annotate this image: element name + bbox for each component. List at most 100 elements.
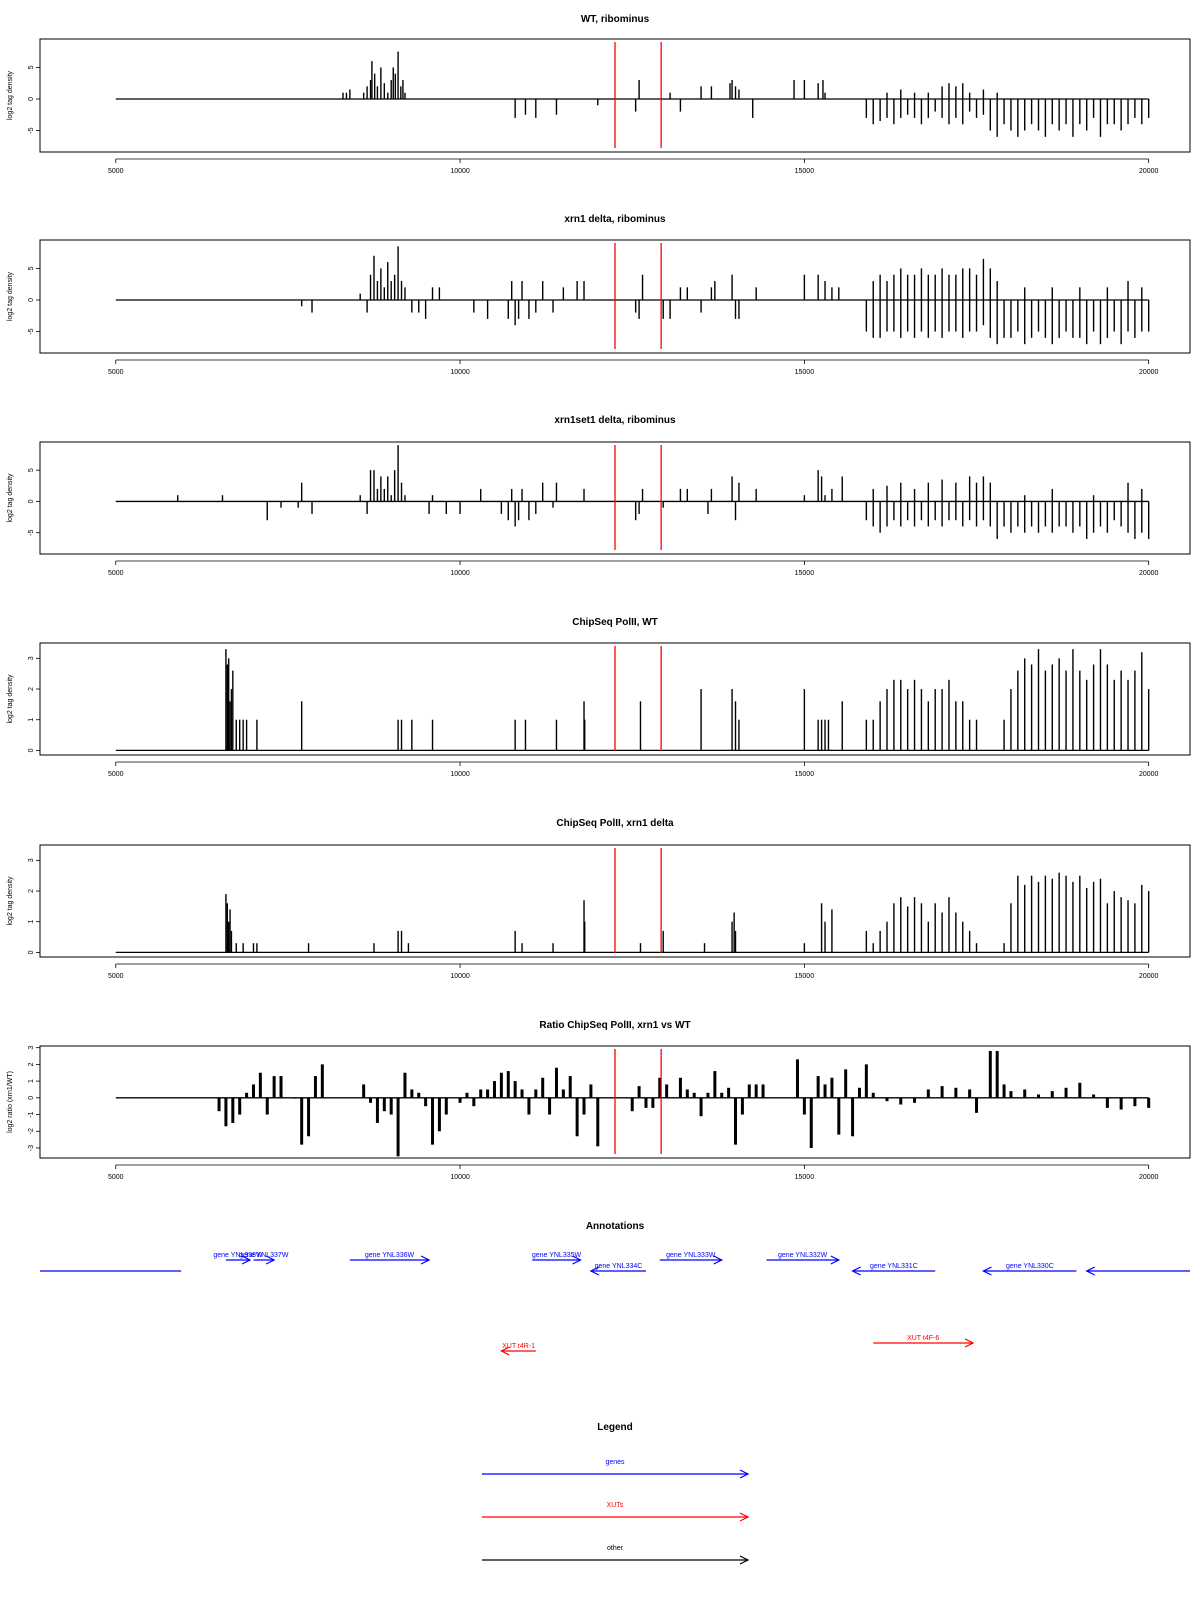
y-axis-label: log2 ratio (xrn1/WT) <box>7 1071 14 1133</box>
ratio-segment <box>293 1097 297 1099</box>
ratio-segment <box>465 1092 469 1098</box>
x-tick-label: 10000 <box>450 1174 470 1181</box>
ratio-segment <box>651 1097 655 1108</box>
panel-chipseq-xrn1: ChipSeq PolII, xrn1 delta log2 tag densit… <box>7 818 1191 980</box>
x-tick-label: 15000 <box>795 369 815 376</box>
ratio-segment <box>458 1097 462 1103</box>
panel-xrn1-ribominus: xrn1 delta, ribominus log2 tag density -5 0… <box>7 214 1191 376</box>
annotation-label: XUT t4F-6 <box>907 1335 939 1342</box>
ratio-segment <box>300 1097 304 1145</box>
panel-xrn1set1-ribominus: xrn1set1 delta, ribominus log2 tag densit… <box>7 415 1191 577</box>
ratio-segment <box>864 1064 868 1098</box>
x-tick-label: 5000 <box>108 570 124 577</box>
x-tick-label: 15000 <box>795 973 815 980</box>
y-tick-label: 5 <box>28 65 35 69</box>
ratio-segment <box>251 1084 255 1098</box>
arrow-head-left <box>851 1266 861 1276</box>
panel-title: ChipSeq PolII, xrn1 delta <box>556 818 674 829</box>
arrow-head-right <box>713 1255 724 1265</box>
panel-title: ChipSeq PolII, WT <box>572 617 658 628</box>
ratio-segment <box>734 1097 738 1145</box>
panel-title: WT, ribominus <box>581 14 650 25</box>
ratio-segment <box>444 1097 448 1115</box>
panel-wt-ribominus: WT, ribominus log2 tag density -5 0 5 5000 100… <box>7 14 1191 175</box>
x-tick-label: 15000 <box>795 771 815 778</box>
ratio-segment <box>837 1097 841 1135</box>
ratio-segment <box>513 1081 517 1098</box>
ratio-segment <box>823 1084 827 1098</box>
y-tick-label: -5 <box>28 530 35 536</box>
y-tick-label: 1 <box>28 920 35 924</box>
ratio-segment <box>534 1089 538 1098</box>
arrow-head-left <box>589 1266 600 1276</box>
legend-arrow-head <box>739 1512 750 1522</box>
ratio-segment <box>596 1097 600 1147</box>
ratio-segment <box>1119 1097 1123 1110</box>
ratio-segment <box>424 1097 428 1107</box>
arrow-head-right <box>265 1255 276 1265</box>
ratio-segment <box>954 1087 958 1098</box>
y-tick-label: 5 <box>28 266 35 270</box>
ratio-segment <box>362 1084 366 1098</box>
ratio-segment <box>740 1097 744 1115</box>
x-tick-label: 15000 <box>795 168 815 175</box>
y-tick-label: 2 <box>28 889 35 893</box>
ratio-segment <box>431 1097 435 1145</box>
legend-panel: Legend genes XUTs other <box>482 1422 750 1565</box>
ratio-segment <box>871 1092 875 1098</box>
legend-arrow-head <box>739 1555 750 1565</box>
y-tick-label: 0 <box>28 1096 35 1100</box>
annotation-label: gene YNL334C <box>595 1263 643 1270</box>
ratio-segment <box>307 1097 311 1137</box>
ratio-segment <box>589 1084 593 1098</box>
ratio-segment <box>568 1076 572 1098</box>
ratio-segment <box>685 1089 689 1098</box>
y-tick-label: -1 <box>28 1111 35 1117</box>
ratio-segment <box>389 1097 393 1115</box>
ratio-segment <box>472 1097 476 1107</box>
ratio-segment <box>754 1084 758 1098</box>
ratio-segment <box>313 1076 317 1098</box>
ratio-segment <box>320 1064 324 1098</box>
legend-arrow-head <box>739 1469 750 1479</box>
y-tick-label: 5 <box>28 468 35 472</box>
y-tick-label: 1 <box>28 1079 35 1083</box>
ratio-segment <box>492 1081 496 1098</box>
ratio-segment <box>658 1077 662 1098</box>
ratio-segment <box>403 1072 407 1098</box>
ratio-segment <box>940 1086 944 1098</box>
ratio-segment <box>561 1089 565 1098</box>
ratio-segment <box>1147 1097 1151 1108</box>
arrow-head-right <box>420 1255 431 1265</box>
ratio-segment <box>665 1084 669 1098</box>
ratio-segment <box>637 1086 641 1098</box>
x-tick-label: 20000 <box>1139 369 1159 376</box>
x-tick-label: 10000 <box>450 570 470 577</box>
ratio-segment <box>968 1089 972 1098</box>
annotations-title: Annotations <box>586 1221 645 1232</box>
x-tick-label: 20000 <box>1139 771 1159 778</box>
arrow-head-left <box>982 1266 992 1276</box>
ratio-segment <box>885 1097 889 1102</box>
ratio-segment <box>816 1076 820 1098</box>
y-tick-label: 2 <box>28 1062 35 1066</box>
y-tick-label: -5 <box>28 328 35 334</box>
x-tick-label: 5000 <box>108 369 124 376</box>
ratio-segment <box>265 1097 269 1115</box>
panel-title: Ratio ChipSeq PolII, xrn1 vs WT <box>539 1020 690 1031</box>
y-axis-label: log2 tag density <box>7 876 14 926</box>
y-axis-label: log2 tag density <box>7 70 14 120</box>
ratio-segment <box>575 1097 579 1137</box>
ratio-segment <box>369 1097 373 1103</box>
y-tick-label: 3 <box>28 1046 35 1050</box>
ratio-segment <box>926 1089 930 1098</box>
annotation-label: gene YNL333W <box>666 1252 716 1259</box>
ratio-segment <box>1133 1097 1137 1107</box>
ratio-segment <box>520 1089 524 1098</box>
ratio-segment <box>541 1077 545 1098</box>
y-tick-label: 0 <box>28 499 35 503</box>
ratio-segment <box>699 1097 703 1117</box>
